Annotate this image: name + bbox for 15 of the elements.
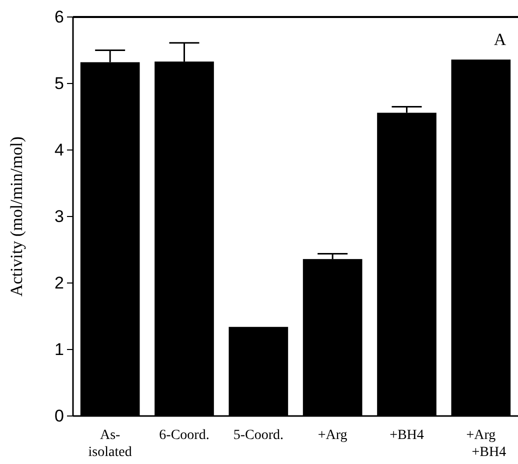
x-tick-label: +BH4 xyxy=(390,428,424,443)
y-tick-label: 2 xyxy=(54,273,64,292)
y-tick-label: 4 xyxy=(54,140,64,160)
y-axis-title: Activity (mol/min/mol) xyxy=(7,136,26,297)
y-tick-label: 5 xyxy=(54,74,64,93)
y-tick-label: 0 xyxy=(54,406,64,426)
x-tick-label: +Arg xyxy=(318,428,348,443)
x-tick-label: 5-Coord. xyxy=(233,428,284,443)
x-tick-label: +Arg +BH4 xyxy=(466,428,506,460)
y-tick-label: 6 xyxy=(54,7,64,26)
x-tick-label: 6-Coord. xyxy=(159,428,210,443)
y-tick-label: 3 xyxy=(54,206,64,226)
x-tick-label: As- isolated xyxy=(88,428,132,460)
y-tick-label: 1 xyxy=(54,340,64,359)
annotation: A xyxy=(494,30,507,49)
